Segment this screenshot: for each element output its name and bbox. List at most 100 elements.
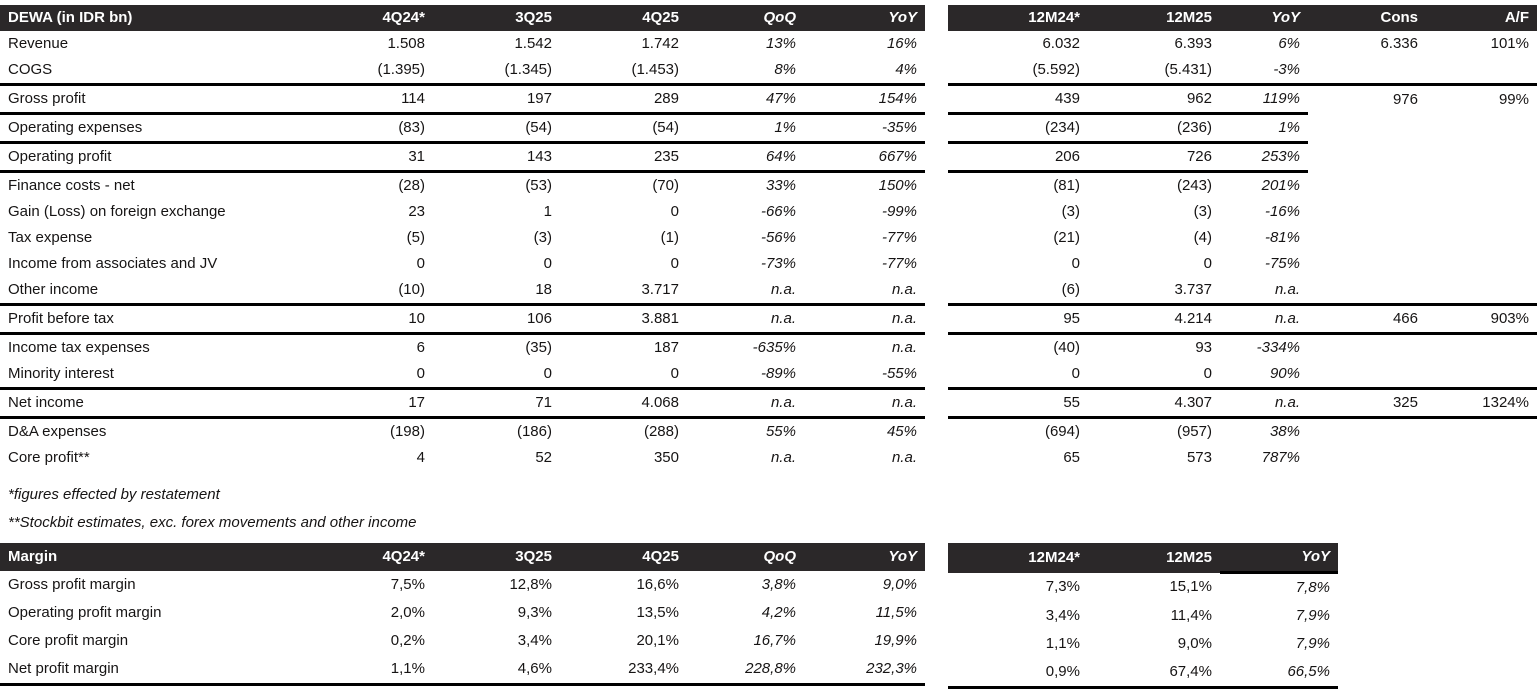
col-header-3q25: 3Q25 <box>433 5 560 31</box>
income-statement-right-table: 12M24* 12M25 YoY Cons A/F 6.032 6.393 6% 6.… <box>948 5 1537 471</box>
cell: (288) <box>643 423 679 440</box>
cell: 119% <box>1220 84 1308 115</box>
table-row: Operating profit 31 143 235 64% 667% <box>0 142 925 173</box>
cell: 4 <box>416 449 425 466</box>
cell <box>1308 143 1426 172</box>
table-row: (5.592) (5.431) -3% <box>948 57 1537 86</box>
cell: 3.737 <box>1088 277 1220 306</box>
table-row: 55 4.307 n.a. 325 1324% <box>948 388 1537 419</box>
cell <box>1426 251 1537 277</box>
cell: 93 <box>1195 339 1212 356</box>
cell: -89% <box>687 361 804 390</box>
cell: 187 <box>653 339 679 356</box>
cell: 90% <box>1220 361 1308 390</box>
cell: (3) <box>1193 203 1212 220</box>
cell: 95 <box>948 304 1088 335</box>
col-header-4q25: 4Q25 <box>560 5 687 31</box>
col-header-yoy: YoY <box>804 5 925 31</box>
cell: (186) <box>516 423 552 440</box>
cell: n.a. <box>687 304 804 335</box>
cell <box>1308 57 1426 86</box>
cell: 71 <box>433 388 560 419</box>
table-row: (694) (957) 38% <box>948 418 1537 446</box>
cell: n.a. <box>687 277 804 306</box>
row-label: Minority interest <box>0 361 330 390</box>
cell: 253% <box>1220 142 1308 173</box>
table-row: Profit before tax 10 106 3.881 n.a. n.a. <box>0 304 925 335</box>
income-left-body: Revenue 1.508 1.542 1.742 13% 16% COGS (1.395)(… <box>0 31 925 471</box>
cell: (243) <box>1176 177 1212 194</box>
table-row: 0 0 90% <box>948 361 1537 390</box>
cell: -75% <box>1264 255 1300 272</box>
table-row: Minority interest 0 0 0 -89% -55% <box>0 361 925 390</box>
row-label: D&A expenses <box>8 423 107 440</box>
cell: 0 <box>330 361 433 390</box>
cell: 7,3% <box>1045 578 1080 596</box>
cell: 114 <box>330 84 433 115</box>
cell: -334% <box>1256 339 1300 356</box>
col-header-cons: Cons <box>1308 5 1426 31</box>
cell: (54) <box>433 113 560 144</box>
cell: 3.717 <box>560 277 687 306</box>
row-label: Income from associates and JV <box>8 255 218 272</box>
table-row: Revenue 1.508 1.542 1.742 13% 16% <box>0 31 925 57</box>
cell: 1.742 <box>641 35 679 52</box>
cell: n.a. <box>804 304 925 335</box>
cell: 38% <box>1269 423 1300 440</box>
cell <box>1426 361 1537 390</box>
cell: (40) <box>1053 339 1080 356</box>
cell: 0 <box>543 255 552 272</box>
cell: (694) <box>1044 423 1080 440</box>
income-left-header-row: DEWA (in IDR bn) 4Q24* 3Q25 4Q25 QoQ YoY <box>0 5 925 31</box>
table-row: 6.032 6.393 6% 6.336 101% <box>948 31 1537 57</box>
cell: -73% <box>760 255 796 272</box>
cell: 17 <box>330 388 433 419</box>
cell: 106 <box>433 304 560 335</box>
row-label: Operating expenses <box>0 113 330 144</box>
col-header-4q24: 4Q24* <box>330 543 433 571</box>
cell: 1324% <box>1426 388 1537 419</box>
margin-right-body: 7,3% 15,1% 7,8% 3,4% 11,4% 7,9% 1,1% 9,0% 7,9% 0,… <box>948 573 1338 689</box>
cell: 350 <box>653 449 679 466</box>
cell: 0 <box>1071 255 1080 272</box>
cell <box>1308 251 1426 277</box>
row-label: Net profit margin <box>0 655 330 686</box>
cell: 6.032 <box>1042 35 1080 52</box>
cell: 4% <box>804 57 925 86</box>
cell <box>1308 418 1426 446</box>
cell: 55 <box>948 388 1088 419</box>
cell: 18 <box>433 277 560 306</box>
cell: 11,4% <box>1170 607 1212 624</box>
cell: 3,4% <box>517 632 552 649</box>
cell: (10) <box>330 277 433 306</box>
table-row: Net income 17 71 4.068 n.a. n.a. <box>0 388 925 419</box>
cell: 67,4% <box>1088 658 1220 689</box>
cell: n.a. <box>687 388 804 419</box>
cell <box>1308 199 1426 225</box>
cell: (81) <box>1053 177 1080 194</box>
cell: 47% <box>687 84 804 115</box>
cell: 0 <box>670 203 679 220</box>
cell: 8% <box>687 57 804 86</box>
row-label: Net income <box>0 388 330 419</box>
cell: 3.881 <box>560 304 687 335</box>
cell: -35% <box>804 113 925 144</box>
col-header-12m25: 12M25 <box>1088 5 1220 31</box>
cell: 3,4% <box>1045 607 1080 624</box>
margin-table-title: Margin <box>0 543 330 571</box>
cell <box>1308 361 1426 390</box>
cell: 66,5% <box>1220 658 1338 689</box>
table-row: Income tax expenses 6 (35) 187 -635% n.a. <box>0 334 925 362</box>
cell: 13% <box>765 35 796 52</box>
cell <box>1426 114 1537 143</box>
table-row: Gross profit 114 197 289 47% 154% <box>0 84 925 115</box>
cell <box>1308 114 1426 143</box>
table-row: (40) 93 -334% <box>948 334 1537 362</box>
cell: (5) <box>406 229 425 246</box>
cell: 0,9% <box>948 658 1088 689</box>
cell: n.a. <box>891 339 917 356</box>
cell: 16% <box>886 35 917 52</box>
table-row: 7,3% 15,1% 7,8% <box>948 573 1338 603</box>
margin-section: Margin 4Q24* 3Q25 4Q25 QoQ YoY Gross pro… <box>0 543 1539 689</box>
